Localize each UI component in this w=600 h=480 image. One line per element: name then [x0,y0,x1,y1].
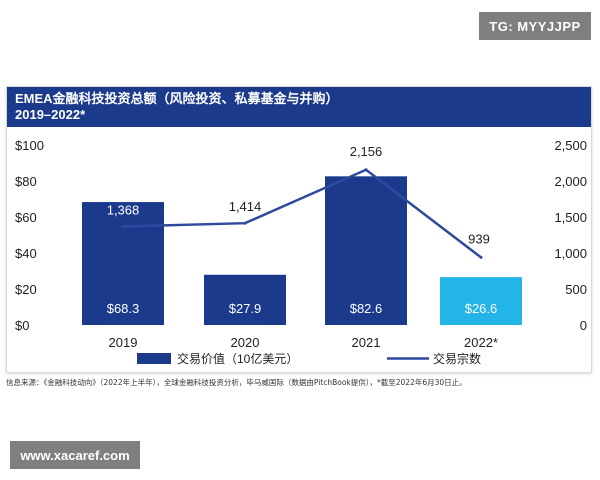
bar-2020 [204,274,286,325]
watermark-top: TG: MYYJJPP [479,12,591,40]
right-axis-tick: 1,500 [554,210,587,225]
right-axis-tick: 1,000 [554,246,587,261]
deal-count-point [479,255,483,259]
chart-header: EMEA金融科技投资总额（风险投资、私募基金与并购） 2019–2022* [7,87,591,127]
legend-bar-label: 交易价值（10亿美元） [177,351,298,366]
source-note: 信息来源：《金融科技动向》（2022年上半年），全球金融科技投资分析，毕马威国际… [6,378,467,387]
deal-count-label: 1,414 [229,199,262,214]
bar-value-label: $82.6 [350,301,383,316]
bar-value-label: $68.3 [107,301,140,316]
deal-count-label: 2,156 [350,144,383,159]
deal-count-point [121,225,125,229]
x-axis-tick: 2022* [464,335,498,350]
right-axis-tick: 2,000 [554,174,587,189]
deal-count-line [122,168,482,259]
bar-2021 [325,176,407,325]
chart-subtitle: 2019–2022* [15,107,86,122]
left-axis-tick: $80 [15,174,37,189]
deal-count-label: 1,368 [107,203,140,218]
bar-2019 [82,202,164,325]
x-axis-tick: 2020 [231,335,260,350]
right-axis-tick: 2,500 [554,138,587,153]
bar-value-label: $26.6 [465,301,498,316]
legend-bar-swatch [137,353,171,364]
chart-title: EMEA金融科技投资总额（风险投资、私募基金与并购） [15,91,339,106]
watermark-bottom: www.xacaref.com [10,441,140,469]
bar-value-label: $27.9 [229,301,262,316]
combo-chart: $0 $20 $40 $60 $80 $100 0 500 1,000 1,500 2,000 2,5… [15,138,587,366]
left-axis-tick: $40 [15,246,37,261]
chart-card: EMEA金融科技投资总额（风险投资、私募基金与并购） 2019–2022* $0… [6,86,592,373]
right-axis-tick: 500 [565,282,587,297]
left-axis-tick: $60 [15,210,37,225]
deal-count-label: 939 [468,231,490,246]
left-axis-tick: $0 [15,318,29,333]
x-axis-tick: 2019 [109,335,138,350]
left-axis-tick: $100 [15,138,44,153]
bar-2022 [440,277,522,325]
x-axis-tick: 2021 [352,335,381,350]
right-axis-tick: 0 [580,318,587,333]
legend-line-label: 交易宗数 [433,351,481,366]
deal-count-point [243,221,247,225]
left-axis-tick: $20 [15,282,37,297]
deal-count-point [364,168,368,172]
